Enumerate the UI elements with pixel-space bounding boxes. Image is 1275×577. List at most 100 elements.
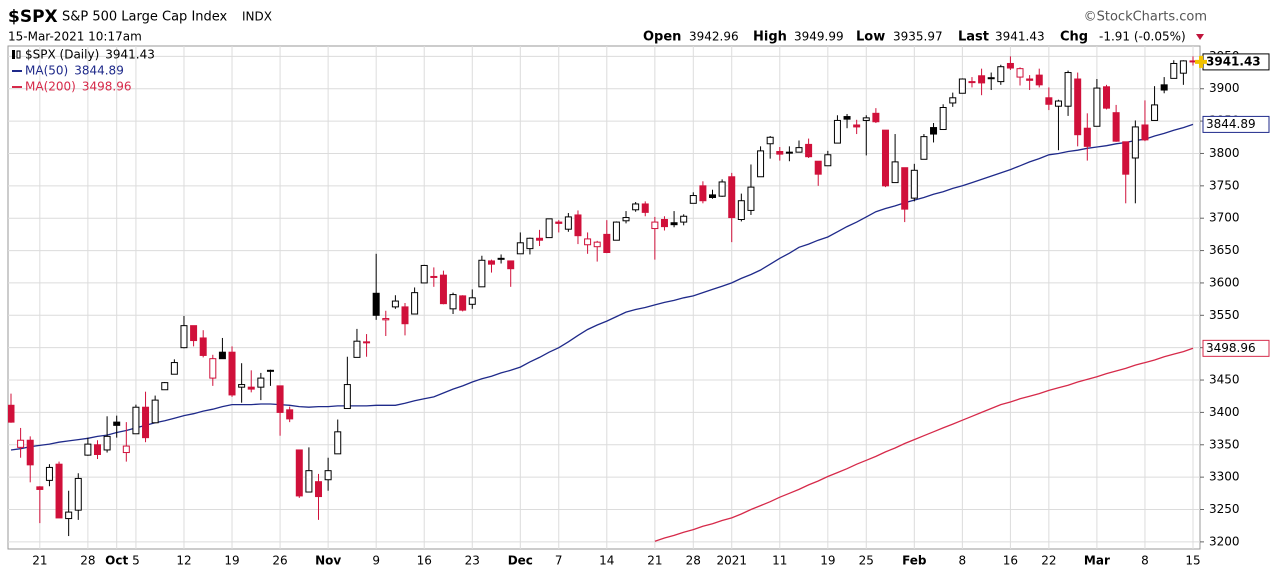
y-tick-label: 3600 <box>1209 275 1240 289</box>
candle-body <box>391 300 399 308</box>
candle-body <box>401 306 409 325</box>
x-tick-label: 19 <box>820 554 835 568</box>
candle-body <box>612 221 620 241</box>
candle-body <box>45 466 53 481</box>
last-value-label: 3844.89 <box>1206 117 1256 131</box>
x-tick-label: 11 <box>772 554 787 568</box>
candle-body <box>555 221 563 224</box>
candle-body <box>36 486 44 490</box>
ma-line <box>654 347 1194 542</box>
exchange: INDX <box>242 10 272 24</box>
candle-body <box>978 75 986 84</box>
candle-body <box>151 399 159 424</box>
y-tick-label: 3400 <box>1209 405 1240 419</box>
candle-body <box>363 341 371 344</box>
legend-label: MA(50) <box>25 64 68 78</box>
candle-body <box>699 185 707 202</box>
ma-line <box>10 123 1194 451</box>
candle-body <box>1170 62 1178 79</box>
candle-body <box>84 443 92 456</box>
x-tick-label: 2021 <box>716 554 747 568</box>
candle-body <box>843 116 851 120</box>
candle-body <box>468 297 476 305</box>
last-value-box <box>1202 339 1270 357</box>
candle-body <box>1026 78 1034 81</box>
x-tick-label: 22 <box>1041 554 1056 568</box>
candle-body <box>459 295 467 311</box>
candle-body <box>55 463 63 519</box>
stat-label: Open <box>643 30 681 45</box>
last-value-label: 3941.43 <box>1206 54 1261 68</box>
candle-body <box>536 237 544 241</box>
candle-body <box>411 292 419 315</box>
last-marker <box>1195 55 1207 68</box>
x-tick-label: 5 <box>132 554 140 568</box>
candle-body <box>1103 86 1111 109</box>
candle-body <box>881 129 889 187</box>
candle-body <box>478 259 486 288</box>
candle-body <box>1074 78 1082 136</box>
candle-body <box>603 233 611 254</box>
candle-body <box>766 136 774 145</box>
x-tick-label: 25 <box>859 554 874 568</box>
candle-body <box>238 384 246 388</box>
candle-body <box>315 481 323 498</box>
stat-label: Chg <box>1060 30 1088 45</box>
x-tick-label: Oct <box>105 554 128 568</box>
candle-body <box>161 382 169 391</box>
plot-area <box>8 56 1197 542</box>
stat-value: 3942.96 <box>689 30 739 44</box>
x-tick-label: Nov <box>315 554 341 568</box>
legend-label: $SPX (Daily) <box>25 48 99 62</box>
x-tick-label: 14 <box>599 554 614 568</box>
candle-body <box>1093 87 1101 127</box>
candle-body <box>132 406 140 435</box>
date: 15-Mar-2021 10:17am <box>8 30 142 44</box>
y-tick-label: 3300 <box>1209 470 1240 484</box>
candle-body <box>949 97 957 104</box>
candle-body <box>901 167 909 210</box>
y-tick-label: 3700 <box>1209 211 1240 225</box>
candle-body <box>276 385 284 413</box>
candle-body <box>1141 124 1149 141</box>
candle-body <box>526 237 534 250</box>
candle-body <box>920 136 928 160</box>
candle-body <box>1006 62 1014 69</box>
x-tick-label: 12 <box>176 554 191 568</box>
candle-body <box>862 117 870 121</box>
candle-body <box>209 358 217 379</box>
candle-body <box>545 218 553 239</box>
candle-body <box>1122 141 1130 175</box>
candle-body <box>785 151 793 154</box>
candle-body <box>795 147 803 153</box>
candle-body <box>737 200 745 220</box>
candle-body <box>814 160 822 175</box>
candle-body <box>987 77 995 80</box>
last-value-box <box>1202 115 1270 133</box>
candle-body <box>670 222 678 226</box>
candle-body <box>833 119 841 144</box>
candle-body <box>853 124 861 128</box>
legend-value: 3498.96 <box>82 80 132 94</box>
candle-body <box>641 203 649 213</box>
stat-label: Low <box>856 30 885 45</box>
candle-body <box>680 215 688 223</box>
x-tick-label: 8 <box>1141 554 1149 568</box>
candle-body <box>8 404 15 423</box>
candle-body <box>324 470 332 481</box>
x-tick-label: 7 <box>555 554 563 568</box>
x-tick-label: 26 <box>272 554 287 568</box>
candle-body <box>1083 127 1091 147</box>
candle-body <box>689 195 697 204</box>
candle-body <box>353 340 361 358</box>
subtitle: S&P 500 Large Cap Index <box>62 10 228 25</box>
candle-body <box>103 435 111 451</box>
candle-body <box>487 260 495 265</box>
candle-body <box>199 337 207 356</box>
y-tick-label: 3200 <box>1209 534 1240 548</box>
stat-label: High <box>753 30 787 45</box>
candle-body <box>65 511 73 520</box>
change-arrow <box>1196 34 1204 40</box>
